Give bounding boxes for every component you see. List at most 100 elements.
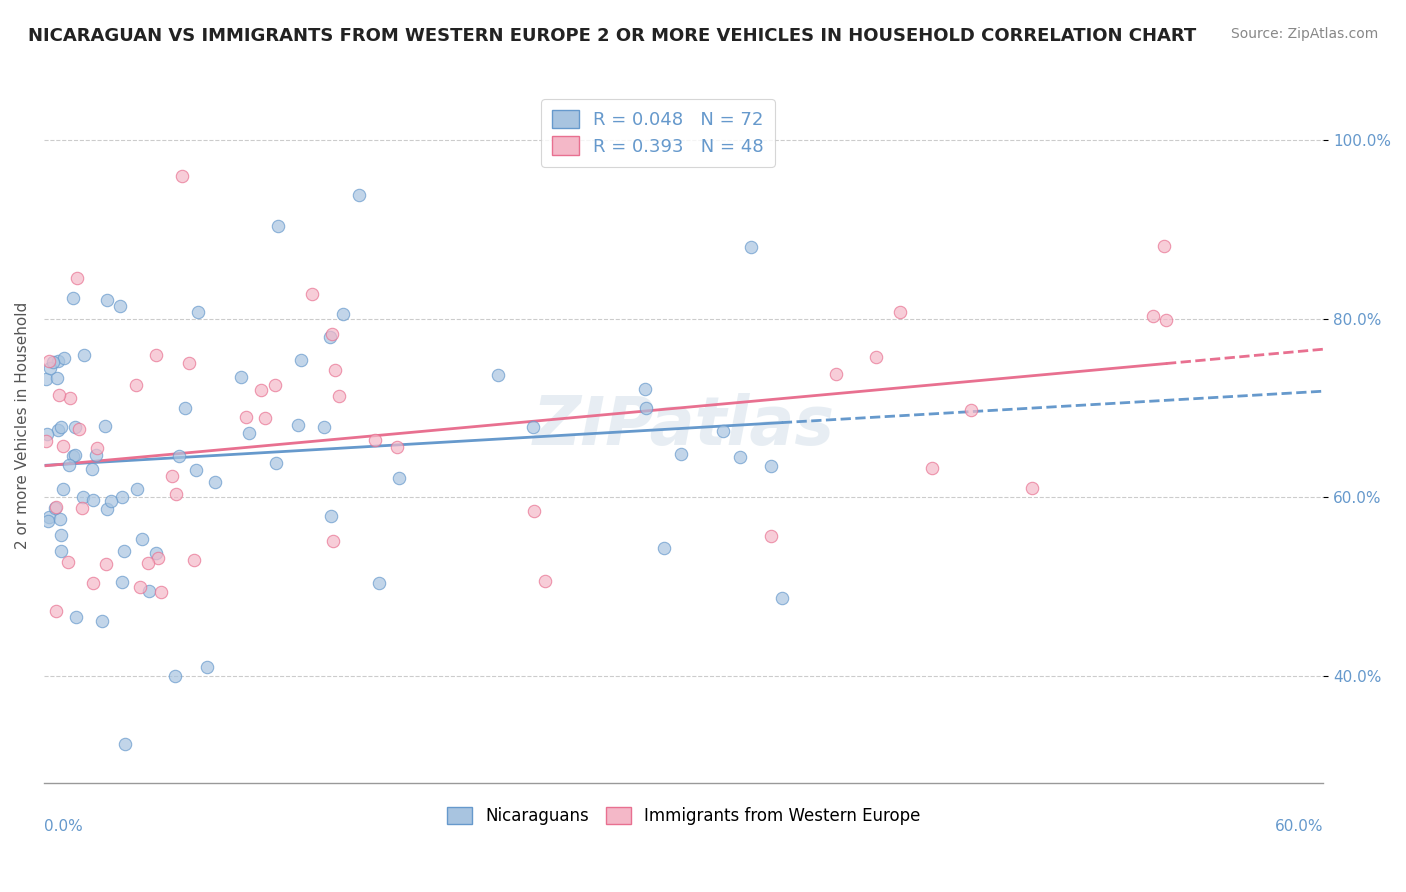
- Point: [534, 574, 557, 588]
- Point: [48, 423, 70, 437]
- Point: [125, 378, 148, 392]
- Point: [100, 494, 122, 508]
- Point: [170, 169, 193, 184]
- Point: [138, 584, 160, 599]
- Point: [111, 575, 134, 590]
- Point: [35, 372, 58, 386]
- Text: 0.0%: 0.0%: [44, 819, 83, 834]
- Point: [173, 401, 195, 415]
- Point: [45, 370, 67, 384]
- Point: [314, 420, 336, 434]
- Point: [52, 482, 75, 496]
- Point: [486, 368, 509, 382]
- Point: [367, 576, 389, 591]
- Point: [165, 668, 187, 682]
- Point: [1142, 309, 1164, 323]
- Point: [254, 410, 277, 425]
- Point: [63, 448, 86, 462]
- Point: [38, 360, 60, 375]
- Point: [824, 368, 846, 382]
- Point: [250, 383, 273, 397]
- Point: [1154, 313, 1177, 327]
- Point: [633, 382, 655, 396]
- Point: [45, 604, 67, 618]
- Point: [235, 410, 257, 425]
- Point: [385, 440, 408, 454]
- Point: [301, 287, 323, 301]
- Point: [44, 500, 66, 515]
- Point: [91, 614, 114, 628]
- Point: [266, 219, 288, 233]
- Point: [82, 461, 104, 475]
- Point: [94, 419, 117, 434]
- Point: [86, 442, 108, 456]
- Point: [169, 449, 191, 463]
- Point: [96, 502, 118, 516]
- Point: [364, 433, 387, 447]
- Point: [49, 419, 72, 434]
- Point: [290, 353, 312, 368]
- Point: [136, 556, 159, 570]
- Point: [183, 553, 205, 567]
- Point: [165, 487, 187, 501]
- Point: [264, 456, 287, 470]
- Point: [111, 490, 134, 504]
- Point: [53, 351, 76, 365]
- Point: [73, 348, 96, 362]
- Point: [96, 293, 118, 307]
- Point: [110, 299, 132, 313]
- Text: ZIPatlas: ZIPatlas: [533, 392, 835, 458]
- Point: [728, 450, 751, 465]
- Point: [51, 527, 73, 541]
- Point: [49, 512, 72, 526]
- Point: [72, 490, 94, 504]
- Point: [322, 534, 344, 549]
- Point: [160, 469, 183, 483]
- Point: [149, 584, 172, 599]
- Point: [177, 356, 200, 370]
- Text: Source: ZipAtlas.com: Source: ZipAtlas.com: [1230, 27, 1378, 41]
- Point: [67, 422, 90, 436]
- Point: [328, 388, 350, 402]
- Point: [58, 458, 80, 472]
- Point: [48, 354, 70, 368]
- Point: [332, 307, 354, 321]
- Text: NICARAGUAN VS IMMIGRANTS FROM WESTERN EUROPE 2 OR MORE VEHICLES IN HOUSEHOLD COR: NICARAGUAN VS IMMIGRANTS FROM WESTERN EU…: [28, 27, 1197, 45]
- Point: [145, 348, 167, 362]
- Point: [711, 424, 734, 438]
- Point: [51, 544, 73, 558]
- Point: [388, 471, 411, 485]
- Point: [35, 427, 58, 442]
- Point: [148, 550, 170, 565]
- Point: [131, 532, 153, 546]
- Point: [263, 377, 285, 392]
- Point: [321, 508, 343, 523]
- Point: [770, 591, 793, 606]
- Point: [759, 529, 782, 543]
- Point: [865, 350, 887, 364]
- Point: [48, 388, 70, 402]
- Point: [522, 419, 544, 434]
- Point: [96, 557, 118, 571]
- Point: [186, 463, 208, 477]
- Point: [523, 504, 546, 518]
- Point: [759, 458, 782, 473]
- Point: [70, 501, 93, 516]
- Point: [45, 500, 67, 515]
- Point: [62, 291, 84, 305]
- Point: [204, 475, 226, 489]
- Point: [229, 369, 252, 384]
- Point: [35, 434, 58, 448]
- Point: [41, 355, 63, 369]
- Point: [145, 546, 167, 560]
- Point: [889, 305, 911, 319]
- Point: [125, 482, 148, 496]
- Point: [58, 555, 80, 569]
- Point: [636, 401, 658, 416]
- Point: [112, 543, 135, 558]
- Point: [652, 541, 675, 556]
- Point: [1021, 481, 1043, 495]
- Point: [59, 391, 82, 405]
- Point: [37, 514, 59, 528]
- Point: [82, 492, 104, 507]
